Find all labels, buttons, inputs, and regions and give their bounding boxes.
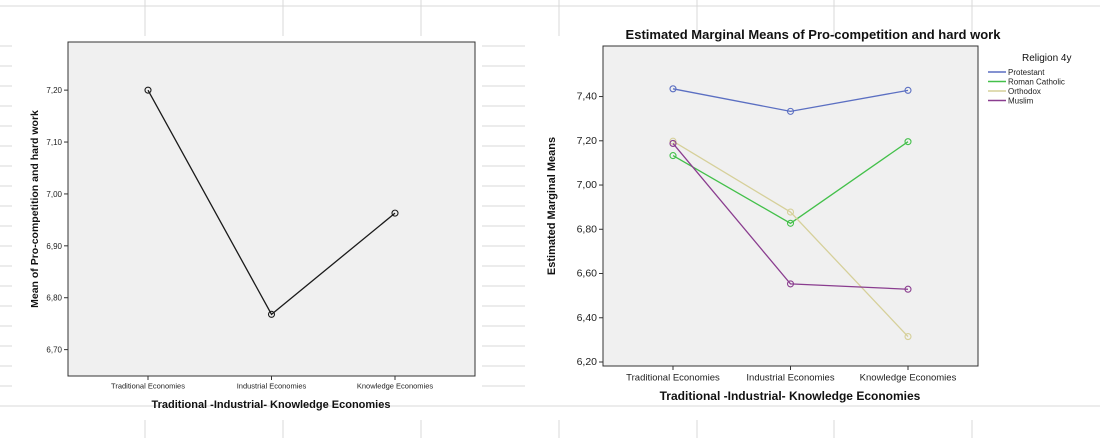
y-tick-label: 6,40 xyxy=(577,312,598,324)
series-group xyxy=(669,85,912,341)
x-axis-ticks: Traditional Economies Industrial Economie… xyxy=(111,376,433,391)
series-line xyxy=(672,140,909,338)
legend-label: Roman Catholic xyxy=(1008,78,1065,87)
data-point xyxy=(904,86,912,94)
series-line xyxy=(672,143,909,290)
legend-label: Orthodox xyxy=(1008,87,1041,96)
x-tick-label: Traditional Economies xyxy=(626,373,720,384)
y-axis-label: Estimated Marginal Means xyxy=(546,137,558,275)
series-line xyxy=(147,89,396,316)
plot-area xyxy=(67,41,476,377)
x-tick-label: Industrial Economies xyxy=(746,373,834,384)
series-line xyxy=(672,141,909,225)
y-tick-label: 7,00 xyxy=(46,190,62,199)
y-tick-label: 7,40 xyxy=(577,91,598,103)
data-point xyxy=(144,86,152,94)
legend-label: Protestant xyxy=(1008,68,1045,77)
data-point xyxy=(669,152,677,160)
chart-title: Estimated Marginal Means of Pro-competit… xyxy=(626,27,1002,42)
y-tick-label: 6,70 xyxy=(46,346,62,355)
x-tick-label: Industrial Economies xyxy=(237,382,307,391)
y-tick-label: 7,00 xyxy=(577,179,598,191)
data-point xyxy=(904,138,912,146)
data-point xyxy=(786,219,795,227)
x-axis-label: Traditional -Industrial- Knowledge Econo… xyxy=(660,389,921,403)
data-point xyxy=(786,107,795,115)
y-tick-label: 6,90 xyxy=(46,242,62,251)
y-axis-label: Mean of Pro-competition and hard work xyxy=(29,110,41,308)
series-group xyxy=(144,86,399,318)
y-axis-ticks: 6,20 6,40 6,60 6,80 7,00 7,20 7,40 xyxy=(577,91,603,368)
y-tick-label: 6,20 xyxy=(577,356,598,368)
data-point xyxy=(267,310,276,318)
y-tick-label: 6,80 xyxy=(46,294,62,303)
legend-title: Religion 4y xyxy=(1022,53,1071,64)
y-axis-ticks: 6,70 6,80 6,90 7,00 7,10 7,20 xyxy=(46,86,68,355)
y-tick-label: 6,60 xyxy=(577,268,598,280)
data-point xyxy=(904,333,912,341)
data-point xyxy=(391,209,399,217)
x-tick-label: Knowledge Economies xyxy=(860,373,957,384)
data-point xyxy=(669,85,677,93)
legend-label: Muslim xyxy=(1008,97,1034,106)
y-tick-label: 7,20 xyxy=(577,135,598,147)
x-axis-label: Traditional -Industrial- Knowledge Econo… xyxy=(152,399,391,411)
x-tick-label: Traditional Economies xyxy=(111,382,185,391)
y-tick-label: 7,20 xyxy=(46,86,62,95)
y-tick-label: 6,80 xyxy=(577,223,598,235)
x-axis-ticks: Traditional Economies Industrial Economie… xyxy=(626,366,957,384)
data-point xyxy=(786,208,795,216)
series-line xyxy=(672,88,909,113)
data-point xyxy=(669,139,677,147)
y-tick-label: 7,10 xyxy=(46,138,62,147)
data-point xyxy=(786,280,795,288)
data-point xyxy=(904,285,912,293)
plot-area xyxy=(602,45,979,367)
x-tick-label: Knowledge Economies xyxy=(357,382,434,391)
